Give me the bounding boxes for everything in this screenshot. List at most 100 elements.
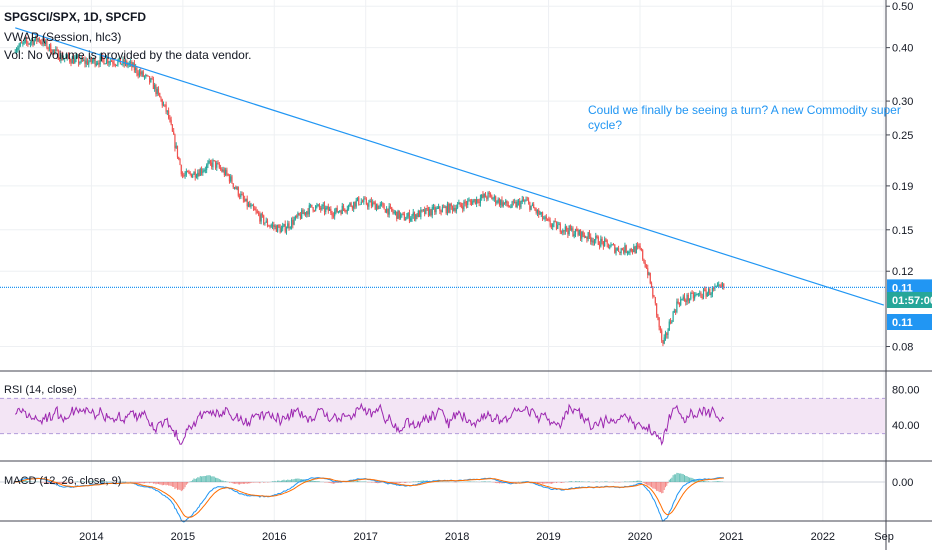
legend-vwap[interactable]: VWAP (Session, hlc3) [4,30,122,44]
macd-histogram-bar [231,482,233,484]
candle-body [596,235,598,238]
candle-body [663,337,665,344]
macd-histogram-bar [412,481,414,482]
macd-histogram-bar [581,481,583,482]
annotation-text[interactable]: Could we finally be seeing a turn? A new… [588,103,901,133]
macd-histogram-bar [696,479,698,482]
candle-body [218,163,220,168]
candle-body [534,208,536,210]
candle-body [393,212,395,214]
candle-body [555,221,558,229]
candle-body [508,206,511,208]
macd-histogram-bar [282,480,284,482]
macd-histogram-bar [294,478,296,482]
candle-body [577,231,579,235]
candle-body [345,210,347,212]
candle-body [449,203,451,213]
macd-histogram-bar [704,480,706,482]
macd-label[interactable]: MACD (12, 26, close, 9) [4,475,122,487]
candle-body [427,208,430,216]
macd-histogram-bar [578,481,580,482]
candle-body [90,57,92,62]
rsi-label[interactable]: RSI (14, close) [4,384,77,396]
macd-histogram-bar [663,482,665,490]
candle-body [328,208,331,211]
candle-body [335,207,337,212]
candle-body [122,59,124,64]
candle-body [392,210,394,213]
candle-body [178,157,180,159]
candle-body [715,286,717,287]
candle-body [629,248,631,253]
candle-body [183,175,185,177]
macd-histogram-bar [150,482,152,483]
macd-histogram-bar [236,482,238,484]
candle-body [31,40,33,43]
candle-body [676,301,678,312]
macd-histogram-bar [59,482,61,485]
candle-body [558,223,560,225]
macd-histogram-bar [422,480,424,482]
candle-body [154,85,156,90]
macd-histogram-bar [149,482,151,484]
macd-histogram-bar [253,482,255,483]
macd-histogram-bar [355,481,357,482]
macd-histogram-bar [386,482,388,484]
candle-body [562,230,564,233]
legend-volume[interactable]: Vol: No volume is provided by the data v… [4,48,252,62]
candle-body [38,38,40,42]
candle-body [369,200,371,203]
candle-body [633,246,635,253]
candle-body [462,206,464,210]
macd-histogram-bar [246,482,248,484]
macd-histogram-bar [289,479,291,482]
candle-body [418,211,421,217]
macd-histogram-bar [668,479,670,482]
macd-histogram-bar [495,482,497,483]
candle-body [638,245,640,247]
candle-body [213,160,215,162]
candle-body [184,174,186,176]
candle-body [706,292,708,297]
macd-histogram-bar [22,480,24,482]
legend-symbol[interactable]: SPGSCI/SPX, 1D, SPCFD [4,10,147,24]
candle-body [293,219,295,225]
candle-body [654,297,656,304]
candle-body [398,210,400,219]
candle-body [56,49,58,51]
macd-histogram-bar [315,481,317,482]
macd-histogram-bar [89,481,91,482]
candle-body [666,333,668,336]
candle-body [59,59,61,61]
candle-body [214,160,217,168]
macd-histogram-bar [536,482,538,484]
macd-histogram-bar [643,482,645,484]
candle-body [85,60,87,64]
candle-body [323,204,326,212]
candle-body [226,169,228,174]
candle-body [713,287,715,289]
candle-body [135,67,137,71]
macd-histogram-bar [288,479,290,482]
macd-histogram-bar [69,482,71,483]
candle-body [668,321,670,331]
macd-histogram-bar [714,481,716,482]
macd-histogram-bar [654,482,656,490]
macd-histogram-bar [135,482,137,483]
candle-body [147,75,149,77]
macd-histogram-bar [244,482,246,484]
macd-histogram-bar [212,476,214,482]
macd-histogram-bar [397,482,399,483]
candle-body [710,293,712,295]
candle-body [516,201,518,207]
annotation-line-1: Could we finally be seeing a turn? A new… [588,103,901,117]
candle-body [316,205,318,207]
candle-body [321,205,323,210]
candle-body [78,56,80,64]
candle-body [459,202,461,206]
macd-histogram-bar [179,482,181,490]
macd-histogram-bar [180,482,182,492]
candle-body [586,237,588,240]
candle-body [524,200,526,202]
